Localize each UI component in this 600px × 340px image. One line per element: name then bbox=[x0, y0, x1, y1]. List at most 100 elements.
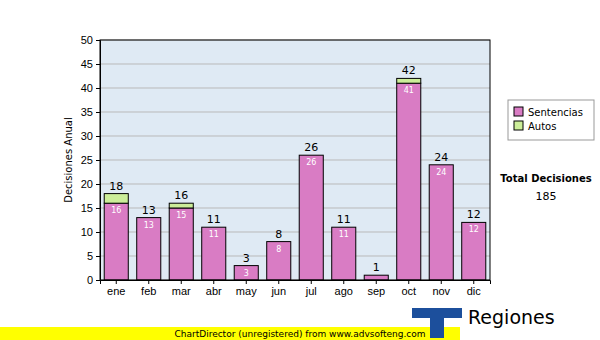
y-tick-label: 10 bbox=[81, 226, 93, 238]
x-tick-mark bbox=[376, 280, 377, 284]
x-axis-line bbox=[101, 281, 491, 285]
value-label: 16 bbox=[111, 206, 121, 215]
chart: 05101520253035404550enefebmarabrmayjunju… bbox=[0, 0, 600, 340]
bar bbox=[267, 242, 291, 280]
bar bbox=[267, 241, 291, 242]
x-tick-mark bbox=[148, 280, 149, 284]
x-tick-label: nov bbox=[432, 285, 450, 297]
value-label: 8 bbox=[276, 245, 281, 254]
legend-item: Autos bbox=[514, 121, 556, 132]
x-tick-label: jul bbox=[305, 285, 317, 297]
value-label: 13 bbox=[144, 221, 154, 230]
y-tick-label: 30 bbox=[81, 130, 93, 142]
y-tick: 20 bbox=[81, 178, 100, 190]
bar bbox=[202, 227, 226, 280]
y-tick-label: 20 bbox=[81, 178, 93, 190]
value-label: 41 bbox=[404, 86, 414, 95]
legend-swatch bbox=[514, 107, 523, 116]
grid-line bbox=[100, 88, 490, 89]
bar bbox=[104, 194, 128, 204]
legend-swatch bbox=[514, 121, 523, 130]
grid-line bbox=[100, 136, 490, 137]
grid bbox=[100, 40, 490, 280]
x-tick-label: may bbox=[236, 285, 257, 297]
x-tick: ene bbox=[107, 280, 125, 297]
x-tick-mark bbox=[343, 280, 344, 284]
bar bbox=[169, 208, 193, 280]
y-tick-label: 45 bbox=[81, 58, 93, 70]
y-tick: 10 bbox=[81, 226, 100, 238]
bar bbox=[429, 165, 453, 280]
y-tick: 30 bbox=[81, 130, 100, 142]
y-tick-mark bbox=[96, 208, 100, 209]
y-axis-line bbox=[96, 41, 101, 281]
total-label: 1 bbox=[373, 261, 380, 274]
y-tick-label: 25 bbox=[81, 154, 93, 166]
value-label: 11 bbox=[209, 230, 219, 239]
y-tick: 35 bbox=[81, 106, 100, 118]
logo-text: Regiones bbox=[468, 306, 555, 328]
x-tick: sep bbox=[367, 280, 385, 297]
legend-label: Sentencias bbox=[528, 107, 583, 118]
bar bbox=[397, 78, 421, 83]
y-tick: 0 bbox=[87, 274, 100, 286]
value-label: 15 bbox=[176, 211, 186, 220]
y-tick-label: 0 bbox=[87, 274, 93, 286]
y-tick-label: 50 bbox=[81, 34, 93, 46]
bar bbox=[332, 227, 356, 228]
x-tick-mark bbox=[441, 280, 442, 284]
total-label: 3 bbox=[243, 252, 250, 265]
x-tick-mark bbox=[473, 280, 474, 284]
bar bbox=[234, 266, 258, 280]
value-label: 24 bbox=[436, 168, 446, 177]
x-tick-label: sep bbox=[367, 285, 385, 297]
x-axis: enefebmarabrmayjunjulagosepoctnovdic bbox=[101, 280, 491, 297]
x-tick-mark bbox=[278, 280, 279, 284]
y-title: Decisiones Anual bbox=[63, 117, 74, 203]
x-tick-mark bbox=[311, 280, 312, 284]
x-tick-label: jun bbox=[270, 285, 286, 297]
bar bbox=[462, 222, 486, 280]
total-label: 18 bbox=[109, 180, 123, 193]
x-tick: oct bbox=[401, 280, 416, 297]
total-label: 26 bbox=[304, 141, 318, 154]
grid-line bbox=[100, 160, 490, 161]
x-tick: mar bbox=[172, 280, 191, 297]
total-label: 13 bbox=[142, 204, 156, 217]
bar bbox=[104, 203, 128, 280]
y-tick: 25 bbox=[81, 154, 100, 166]
legend-item: Sentencias bbox=[514, 107, 583, 118]
legend-label: Autos bbox=[528, 121, 556, 132]
annotation-value: 185 bbox=[536, 190, 557, 203]
y-tick-mark bbox=[96, 64, 100, 65]
bar bbox=[364, 275, 388, 276]
plot-frame bbox=[100, 40, 490, 280]
bar bbox=[234, 265, 258, 266]
y-tick-label: 35 bbox=[81, 106, 93, 118]
annotation-label: Total Decisiones bbox=[500, 173, 591, 184]
bar bbox=[462, 222, 486, 223]
x-tick-label: ene bbox=[107, 285, 125, 297]
y-tick-mark bbox=[96, 280, 100, 281]
logo-mark bbox=[412, 308, 462, 338]
logo: Regiones bbox=[412, 306, 555, 338]
value-label: 11 bbox=[339, 230, 349, 239]
x-tick: abr bbox=[206, 280, 222, 297]
total-label: 11 bbox=[337, 213, 351, 226]
value-label: 12 bbox=[469, 225, 479, 234]
y-tick: 5 bbox=[87, 250, 100, 262]
x-tick-label: ago bbox=[335, 285, 353, 297]
x-tick-mark bbox=[213, 280, 214, 284]
bar bbox=[429, 164, 453, 165]
y-tick-mark bbox=[96, 160, 100, 161]
x-tick-mark bbox=[408, 280, 409, 284]
y-tick-mark bbox=[96, 40, 100, 41]
x-tick-label: oct bbox=[401, 285, 416, 297]
total-label: 12 bbox=[467, 208, 481, 221]
y-tick-mark bbox=[96, 232, 100, 233]
x-tick: nov bbox=[432, 280, 450, 297]
total-label: 24 bbox=[434, 151, 448, 164]
bar bbox=[299, 155, 323, 156]
x-tick: ago bbox=[335, 280, 353, 297]
y-tick: 45 bbox=[81, 58, 100, 70]
